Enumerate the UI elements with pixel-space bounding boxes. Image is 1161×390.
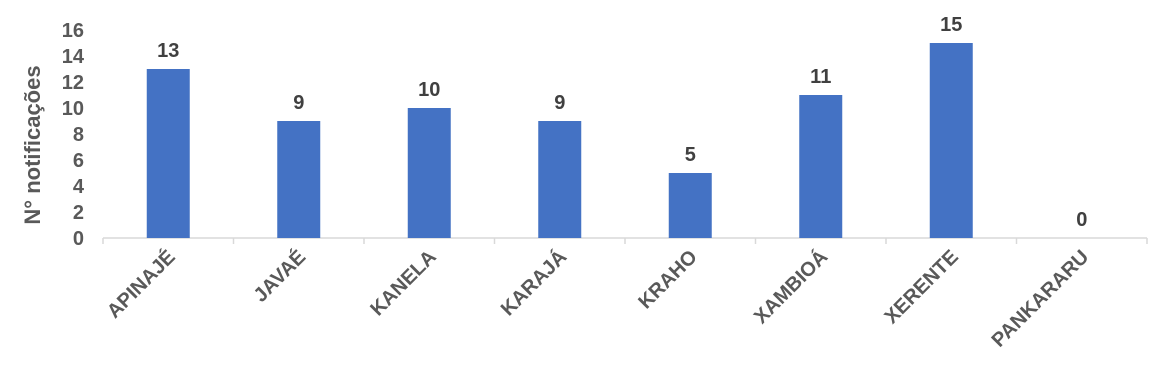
y-tick-label: 10 — [62, 98, 84, 120]
bar — [407, 108, 451, 238]
category-label: XAMBIOÁ — [749, 245, 832, 328]
y-tick-label: 6 — [73, 150, 84, 172]
bar — [929, 43, 973, 238]
category-label: XERENTE — [880, 246, 962, 328]
y-tick-label: 14 — [62, 46, 85, 68]
category-label: KANELA — [366, 246, 440, 320]
y-tick-label: 16 — [62, 20, 84, 42]
y-tick-label: 4 — [73, 176, 85, 198]
bar — [668, 173, 712, 238]
y-tick-label: 2 — [73, 202, 84, 224]
bar — [277, 121, 321, 238]
category-label: KRAHO — [634, 246, 701, 313]
y-tick-label: 8 — [73, 124, 84, 146]
data-label: 9 — [554, 92, 565, 114]
category-label: APINAJÉ — [102, 245, 180, 323]
data-label: 10 — [418, 79, 440, 101]
y-tick-label: 12 — [62, 72, 84, 94]
data-label: 9 — [293, 92, 304, 114]
data-label: 15 — [940, 14, 962, 36]
data-label: 11 — [810, 66, 831, 88]
bar — [799, 95, 843, 238]
data-label: 0 — [1076, 209, 1087, 231]
y-axis-title: N° notificações — [20, 65, 45, 224]
category-label: PANKARARU — [988, 246, 1094, 352]
bar — [538, 121, 582, 238]
data-label: 5 — [685, 144, 696, 166]
y-tick-label: 0 — [73, 228, 84, 250]
data-label: 13 — [157, 40, 179, 62]
bar — [146, 69, 190, 238]
category-label: KARAJÁ — [496, 245, 571, 320]
category-label: JAVAÉ — [249, 245, 310, 306]
